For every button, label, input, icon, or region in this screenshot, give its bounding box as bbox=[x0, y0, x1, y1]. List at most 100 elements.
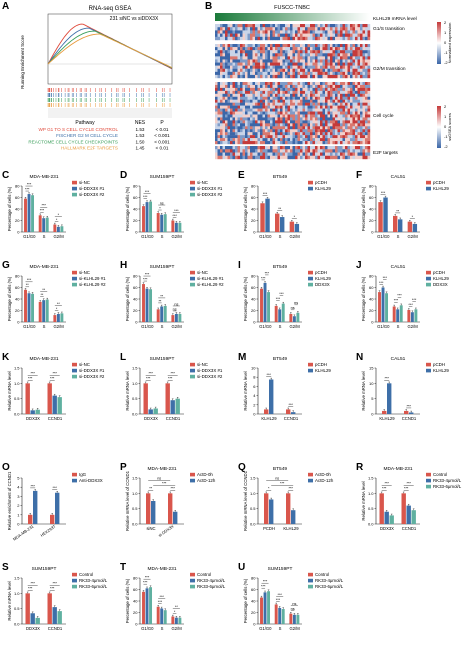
heatmap-cell bbox=[257, 155, 261, 160]
heatmap-cell bbox=[367, 62, 371, 66]
heatmap-cell bbox=[260, 114, 263, 118]
heatmap-cell bbox=[247, 62, 251, 66]
heatmap-cell bbox=[245, 126, 248, 130]
heatmap-cell bbox=[295, 138, 298, 142]
heatmap-cell bbox=[310, 126, 313, 130]
heatmap-cell bbox=[352, 44, 356, 48]
heatmap-cell bbox=[222, 62, 226, 66]
heatmap-cell bbox=[242, 27, 246, 31]
heatmap-cell bbox=[310, 30, 313, 34]
heatmap-cell bbox=[235, 105, 238, 109]
heatmap-cell bbox=[320, 71, 323, 76]
bar bbox=[25, 383, 30, 414]
legend-label: si-DDX3X #2 bbox=[79, 374, 105, 379]
heatmap-cell bbox=[237, 68, 241, 73]
heatmap-cell bbox=[360, 30, 363, 34]
heatmap-cell bbox=[352, 155, 356, 160]
heatmap-cell bbox=[247, 111, 251, 115]
heatmap-cell bbox=[332, 90, 336, 95]
x-tick-label: siNC bbox=[146, 526, 155, 531]
heatmap-cell bbox=[367, 105, 371, 109]
heatmap-cell bbox=[257, 111, 261, 115]
heatmap-cell bbox=[272, 87, 276, 92]
legend-label: Anti-DDX3X bbox=[79, 478, 103, 483]
heatmap-cell bbox=[295, 62, 298, 66]
heatmap-cell bbox=[340, 126, 343, 130]
heatmap-cell bbox=[262, 27, 266, 31]
heatmap-cell bbox=[337, 84, 341, 89]
heatmap-cell bbox=[270, 99, 273, 103]
heatmap-cell bbox=[230, 68, 233, 73]
heatmap-cell bbox=[245, 74, 248, 79]
heatmap-cell bbox=[255, 30, 258, 34]
heatmap-cell bbox=[215, 108, 218, 112]
heatmap-cell bbox=[242, 74, 246, 79]
heatmap-cell bbox=[335, 135, 338, 139]
heatmap-cell bbox=[232, 71, 236, 76]
heatmap-cell bbox=[280, 138, 283, 142]
bar bbox=[47, 593, 52, 624]
heatmap-cell bbox=[317, 87, 321, 92]
heatmap-cell bbox=[260, 24, 263, 28]
heatmap-cell bbox=[217, 132, 221, 136]
heatmap-cell bbox=[302, 99, 306, 103]
heatmap-cell bbox=[297, 102, 301, 106]
heatmap-cell bbox=[357, 62, 361, 66]
heatmap-cell bbox=[305, 62, 308, 66]
legend-label: KLHL29 bbox=[315, 276, 331, 281]
heatmap-cell bbox=[320, 102, 323, 106]
heatmap-cell bbox=[215, 152, 218, 156]
significance-label: *** bbox=[27, 182, 32, 186]
heatmap-cell bbox=[360, 132, 363, 136]
heatmap-cell bbox=[255, 33, 258, 37]
significance-label: *** bbox=[261, 276, 266, 280]
heatmap-cell bbox=[277, 84, 281, 89]
heatmap-cell bbox=[272, 65, 276, 69]
heatmap-cell bbox=[302, 141, 306, 145]
heatmap-cell bbox=[237, 152, 241, 156]
heatmap-cell bbox=[272, 50, 276, 54]
heatmap-cell bbox=[360, 27, 363, 31]
heatmap-cell bbox=[285, 105, 288, 109]
heatmap-cell bbox=[240, 30, 243, 34]
heatmap-cell bbox=[297, 87, 301, 92]
heatmap-cell bbox=[315, 47, 318, 51]
chart-title: MDA-MB-231 bbox=[383, 466, 412, 472]
y-tick-label: 1.0 bbox=[14, 381, 20, 386]
legend-swatch bbox=[308, 270, 313, 275]
significance-label: * bbox=[56, 307, 58, 311]
legend-label: ActD-0h bbox=[315, 472, 331, 477]
heatmap-cell bbox=[347, 120, 351, 124]
heatmap-cell bbox=[285, 65, 288, 69]
heatmap-cell bbox=[242, 135, 246, 139]
heatmap-cell bbox=[257, 99, 261, 103]
heatmap-cell bbox=[225, 68, 228, 73]
heatmap-cell bbox=[345, 59, 348, 63]
heatmap-cell bbox=[275, 84, 278, 89]
heatmap-cell bbox=[337, 59, 341, 63]
heatmap-cell bbox=[265, 24, 268, 28]
heatmap-cell bbox=[322, 99, 326, 103]
heatmap-cell bbox=[235, 117, 238, 121]
heatmap-cell bbox=[325, 71, 328, 76]
bar bbox=[160, 608, 164, 624]
heatmap-cell bbox=[252, 105, 256, 109]
heatmap-cell bbox=[312, 44, 316, 48]
bar bbox=[407, 221, 413, 232]
heatmap-cell bbox=[347, 59, 351, 63]
heatmap-cell bbox=[355, 53, 358, 57]
heatmap-cell bbox=[345, 120, 348, 124]
y-tick-label: 60 bbox=[369, 285, 374, 290]
heatmap-cell bbox=[300, 53, 303, 57]
heatmap-cell bbox=[215, 93, 218, 97]
heatmap-cell bbox=[367, 120, 371, 124]
y-tick-label: 40 bbox=[15, 207, 20, 212]
heatmap-cell bbox=[300, 105, 303, 109]
heatmap-cell bbox=[230, 132, 233, 136]
heatmap-cell bbox=[270, 96, 273, 100]
heatmap-cell bbox=[335, 53, 338, 57]
heatmap-cell bbox=[350, 27, 353, 31]
heatmap-cell bbox=[280, 149, 283, 153]
heatmap-cell bbox=[317, 123, 321, 127]
legend-label: si-DDX3X #2 bbox=[79, 192, 105, 197]
